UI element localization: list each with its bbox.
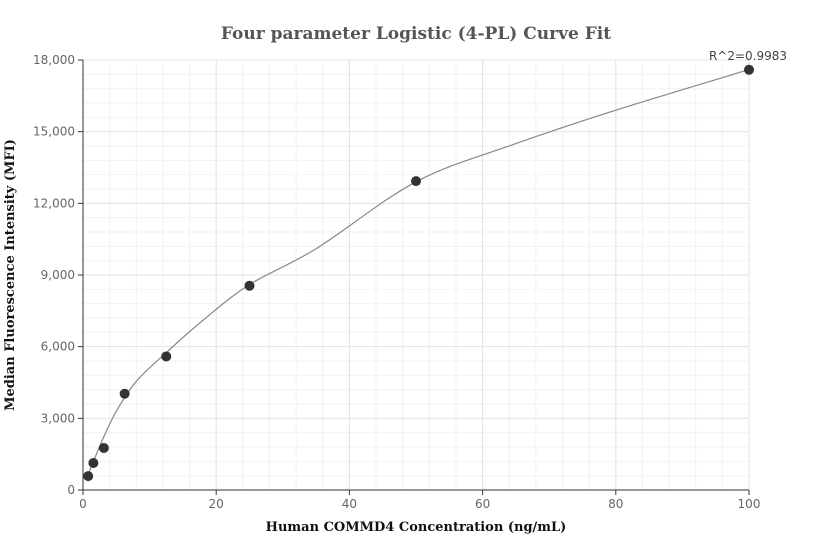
x-tick-label: 20 bbox=[209, 497, 224, 511]
data-point bbox=[244, 280, 255, 291]
x-tick-label: 40 bbox=[342, 497, 357, 511]
x-tick-label: 60 bbox=[475, 497, 490, 511]
data-point bbox=[88, 458, 99, 469]
x-tick-label: 80 bbox=[608, 497, 623, 511]
data-points bbox=[83, 64, 754, 482]
x-tick-label: 0 bbox=[79, 497, 87, 511]
major-gridlines bbox=[82, 59, 750, 491]
y-tick-label: 0 bbox=[67, 483, 75, 497]
x-tick-label: 100 bbox=[738, 497, 761, 511]
data-point bbox=[83, 471, 94, 482]
y-tick-label: 15,000 bbox=[33, 125, 75, 139]
data-point bbox=[119, 388, 130, 399]
fit-curve-line bbox=[87, 69, 750, 475]
y-tick-label: 3,000 bbox=[41, 411, 75, 425]
r-squared-annotation: R^2=0.9983 bbox=[709, 49, 787, 63]
x-axis-title: Human COMMD4 Concentration (ng/mL) bbox=[266, 520, 567, 535]
chart-title: Four parameter Logistic (4-PL) Curve Fit bbox=[221, 24, 611, 44]
y-tick-label: 6,000 bbox=[41, 340, 75, 354]
y-tick-label: 9,000 bbox=[41, 268, 75, 282]
axis-ticks: 0 20 40 60 80 100 0 3,000 6,000 9,000 12,000 15,000… bbox=[33, 53, 760, 511]
y-tick-label: 12,000 bbox=[33, 196, 75, 210]
data-point bbox=[411, 176, 421, 187]
y-tick-label: 18,000 bbox=[33, 53, 75, 67]
data-point bbox=[98, 442, 109, 453]
data-point bbox=[161, 351, 172, 362]
y-axis-title: Median Fluorescence Intensity (MFI) bbox=[3, 139, 18, 411]
data-point bbox=[744, 64, 754, 75]
